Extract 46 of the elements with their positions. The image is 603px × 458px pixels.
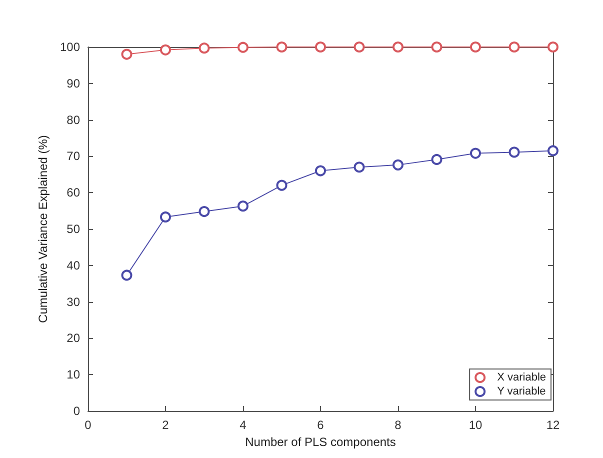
point [508, 146, 520, 158]
y-tick-label: 10 [66, 368, 80, 382]
legend-label: X variable [497, 372, 546, 384]
point [121, 270, 132, 281]
point [315, 42, 326, 52]
x-tick-label: 4 [240, 418, 247, 432]
y-tick-label: 50 [66, 222, 80, 236]
point [392, 159, 404, 170]
point [160, 211, 171, 222]
point [431, 154, 442, 165]
y-tick-label: 20 [66, 331, 80, 346]
y-tick-label: 0 [73, 404, 80, 418]
point [121, 48, 132, 60]
legend-label: Y variable [497, 386, 546, 398]
point [392, 42, 404, 52]
x-tick-label: 12 [546, 418, 560, 432]
point [276, 42, 288, 52]
point [431, 42, 442, 52]
point [354, 42, 365, 52]
y-tick-label: 80 [66, 112, 80, 127]
y-tick-label: 100 [60, 40, 80, 54]
point [354, 162, 365, 173]
point [470, 148, 481, 159]
point [470, 42, 481, 52]
point [548, 145, 558, 156]
x-tick-label: 8 [394, 418, 402, 432]
point [238, 200, 248, 212]
point [160, 44, 171, 56]
y-tick-label: 40 [66, 258, 80, 272]
point [238, 42, 248, 53]
y-axis-title: Cumulative Variance Explained (%) [36, 135, 50, 323]
y-tick-label: 90 [66, 76, 80, 90]
x-tick-label: 2 [162, 418, 170, 432]
y-tick-label: 60 [66, 186, 80, 200]
point [315, 165, 326, 176]
point [276, 180, 288, 191]
y-tick-label: 70 [66, 149, 80, 164]
x-axis-title: Number of PLS components [245, 434, 396, 449]
y-tick-label: 30 [66, 294, 80, 309]
point [198, 206, 210, 218]
point [548, 42, 558, 52]
point [198, 42, 210, 54]
point [508, 42, 520, 52]
x-tick-label: 6 [317, 418, 324, 432]
x-tick-label: 10 [468, 418, 482, 432]
x-tick-label: 0 [84, 418, 92, 432]
